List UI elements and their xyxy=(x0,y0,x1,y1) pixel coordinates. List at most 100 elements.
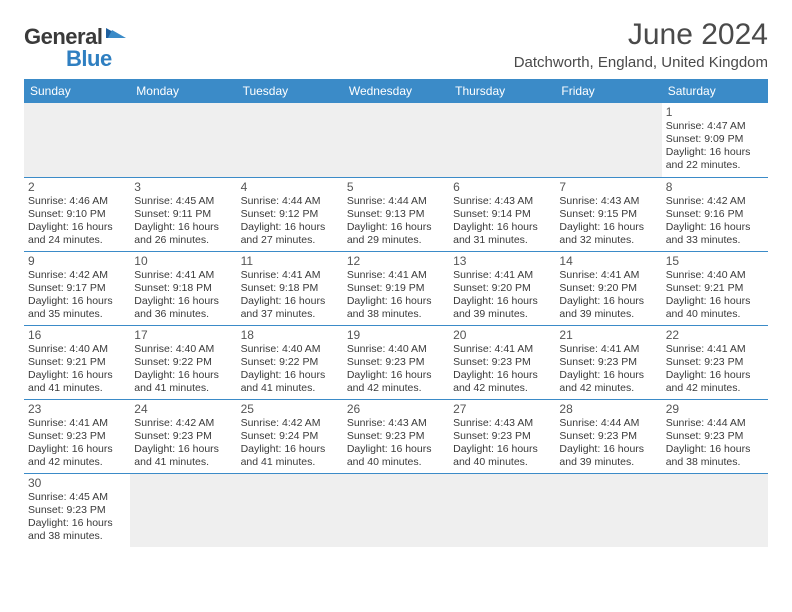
sunset-line: Sunset: 9:18 PM xyxy=(134,282,232,295)
calendar-cell: 13Sunrise: 4:41 AMSunset: 9:20 PMDayligh… xyxy=(449,251,555,325)
day-number: 6 xyxy=(453,180,551,194)
sunrise-line: Sunrise: 4:42 AM xyxy=(134,417,232,430)
sunrise-line: Sunrise: 4:41 AM xyxy=(453,343,551,356)
daylight-line: Daylight: 16 hours and 39 minutes. xyxy=(559,443,657,469)
calendar-week-row: 16Sunrise: 4:40 AMSunset: 9:21 PMDayligh… xyxy=(24,325,768,399)
calendar-cell: 25Sunrise: 4:42 AMSunset: 9:24 PMDayligh… xyxy=(237,399,343,473)
sunset-line: Sunset: 9:19 PM xyxy=(347,282,445,295)
day-info: Sunrise: 4:42 AMSunset: 9:16 PMDaylight:… xyxy=(666,195,764,248)
day-number: 20 xyxy=(453,328,551,342)
calendar-cell xyxy=(237,103,343,177)
day-info: Sunrise: 4:41 AMSunset: 9:23 PMDaylight:… xyxy=(559,343,657,396)
sunrise-line: Sunrise: 4:42 AM xyxy=(666,195,764,208)
sunrise-line: Sunrise: 4:40 AM xyxy=(134,343,232,356)
daylight-line: Daylight: 16 hours and 40 minutes. xyxy=(666,295,764,321)
daylight-line: Daylight: 16 hours and 41 minutes. xyxy=(134,369,232,395)
daylight-line: Daylight: 16 hours and 42 minutes. xyxy=(453,369,551,395)
sunset-line: Sunset: 9:23 PM xyxy=(666,356,764,369)
calendar-week-row: 23Sunrise: 4:41 AMSunset: 9:23 PMDayligh… xyxy=(24,399,768,473)
sunset-line: Sunset: 9:23 PM xyxy=(559,356,657,369)
day-number: 22 xyxy=(666,328,764,342)
day-info: Sunrise: 4:44 AMSunset: 9:23 PMDaylight:… xyxy=(559,417,657,470)
sunrise-line: Sunrise: 4:41 AM xyxy=(134,269,232,282)
day-info: Sunrise: 4:41 AMSunset: 9:18 PMDaylight:… xyxy=(241,269,339,322)
weekday-header-row: Sunday Monday Tuesday Wednesday Thursday… xyxy=(24,79,768,103)
day-info: Sunrise: 4:43 AMSunset: 9:23 PMDaylight:… xyxy=(453,417,551,470)
daylight-line: Daylight: 16 hours and 22 minutes. xyxy=(666,146,764,172)
daylight-line: Daylight: 16 hours and 31 minutes. xyxy=(453,221,551,247)
sunrise-line: Sunrise: 4:43 AM xyxy=(453,417,551,430)
sunset-line: Sunset: 9:17 PM xyxy=(28,282,126,295)
daylight-line: Daylight: 16 hours and 35 minutes. xyxy=(28,295,126,321)
daylight-line: Daylight: 16 hours and 41 minutes. xyxy=(134,443,232,469)
day-info: Sunrise: 4:47 AMSunset: 9:09 PMDaylight:… xyxy=(666,120,764,173)
calendar-cell: 5Sunrise: 4:44 AMSunset: 9:13 PMDaylight… xyxy=(343,177,449,251)
calendar-cell xyxy=(343,473,449,547)
sunrise-line: Sunrise: 4:47 AM xyxy=(666,120,764,133)
calendar-cell xyxy=(343,103,449,177)
sunset-line: Sunset: 9:20 PM xyxy=(559,282,657,295)
sunrise-line: Sunrise: 4:41 AM xyxy=(453,269,551,282)
calendar-week-row: 1Sunrise: 4:47 AMSunset: 9:09 PMDaylight… xyxy=(24,103,768,177)
sunset-line: Sunset: 9:18 PM xyxy=(241,282,339,295)
calendar-cell: 24Sunrise: 4:42 AMSunset: 9:23 PMDayligh… xyxy=(130,399,236,473)
day-number: 3 xyxy=(134,180,232,194)
day-number: 10 xyxy=(134,254,232,268)
day-number: 1 xyxy=(666,105,764,119)
calendar-cell: 30Sunrise: 4:45 AMSunset: 9:23 PMDayligh… xyxy=(24,473,130,547)
calendar-cell: 14Sunrise: 4:41 AMSunset: 9:20 PMDayligh… xyxy=(555,251,661,325)
day-info: Sunrise: 4:46 AMSunset: 9:10 PMDaylight:… xyxy=(28,195,126,248)
sunrise-line: Sunrise: 4:40 AM xyxy=(666,269,764,282)
daylight-line: Daylight: 16 hours and 42 minutes. xyxy=(347,369,445,395)
sunrise-line: Sunrise: 4:43 AM xyxy=(347,417,445,430)
sunrise-line: Sunrise: 4:45 AM xyxy=(28,491,126,504)
day-number: 21 xyxy=(559,328,657,342)
day-number: 24 xyxy=(134,402,232,416)
sunset-line: Sunset: 9:22 PM xyxy=(134,356,232,369)
calendar-cell: 21Sunrise: 4:41 AMSunset: 9:23 PMDayligh… xyxy=(555,325,661,399)
sunset-line: Sunset: 9:11 PM xyxy=(134,208,232,221)
day-info: Sunrise: 4:45 AMSunset: 9:11 PMDaylight:… xyxy=(134,195,232,248)
day-info: Sunrise: 4:40 AMSunset: 9:22 PMDaylight:… xyxy=(241,343,339,396)
daylight-line: Daylight: 16 hours and 39 minutes. xyxy=(453,295,551,321)
sunrise-line: Sunrise: 4:44 AM xyxy=(559,417,657,430)
calendar-week-row: 2Sunrise: 4:46 AMSunset: 9:10 PMDaylight… xyxy=(24,177,768,251)
day-info: Sunrise: 4:44 AMSunset: 9:12 PMDaylight:… xyxy=(241,195,339,248)
day-number: 27 xyxy=(453,402,551,416)
day-number: 23 xyxy=(28,402,126,416)
calendar-cell: 11Sunrise: 4:41 AMSunset: 9:18 PMDayligh… xyxy=(237,251,343,325)
sunrise-line: Sunrise: 4:40 AM xyxy=(241,343,339,356)
calendar-cell: 19Sunrise: 4:40 AMSunset: 9:23 PMDayligh… xyxy=(343,325,449,399)
sunset-line: Sunset: 9:14 PM xyxy=(453,208,551,221)
daylight-line: Daylight: 16 hours and 39 minutes. xyxy=(559,295,657,321)
daylight-line: Daylight: 16 hours and 26 minutes. xyxy=(134,221,232,247)
calendar-cell xyxy=(237,473,343,547)
sunset-line: Sunset: 9:09 PM xyxy=(666,133,764,146)
sunrise-line: Sunrise: 4:46 AM xyxy=(28,195,126,208)
day-info: Sunrise: 4:44 AMSunset: 9:13 PMDaylight:… xyxy=(347,195,445,248)
sunrise-line: Sunrise: 4:43 AM xyxy=(559,195,657,208)
calendar-cell: 2Sunrise: 4:46 AMSunset: 9:10 PMDaylight… xyxy=(24,177,130,251)
day-info: Sunrise: 4:42 AMSunset: 9:24 PMDaylight:… xyxy=(241,417,339,470)
calendar-cell: 17Sunrise: 4:40 AMSunset: 9:22 PMDayligh… xyxy=(130,325,236,399)
weekday-header: Monday xyxy=(130,79,236,103)
daylight-line: Daylight: 16 hours and 36 minutes. xyxy=(134,295,232,321)
day-number: 12 xyxy=(347,254,445,268)
calendar-cell: 18Sunrise: 4:40 AMSunset: 9:22 PMDayligh… xyxy=(237,325,343,399)
calendar-cell: 16Sunrise: 4:40 AMSunset: 9:21 PMDayligh… xyxy=(24,325,130,399)
sunrise-line: Sunrise: 4:41 AM xyxy=(241,269,339,282)
title-block: June 2024 Datchworth, England, United Ki… xyxy=(514,18,768,71)
daylight-line: Daylight: 16 hours and 29 minutes. xyxy=(347,221,445,247)
daylight-line: Daylight: 16 hours and 37 minutes. xyxy=(241,295,339,321)
daylight-line: Daylight: 16 hours and 40 minutes. xyxy=(347,443,445,469)
day-number: 17 xyxy=(134,328,232,342)
day-number: 2 xyxy=(28,180,126,194)
calendar-cell xyxy=(555,473,661,547)
day-info: Sunrise: 4:45 AMSunset: 9:23 PMDaylight:… xyxy=(28,491,126,544)
day-info: Sunrise: 4:44 AMSunset: 9:23 PMDaylight:… xyxy=(666,417,764,470)
weekday-header: Sunday xyxy=(24,79,130,103)
daylight-line: Daylight: 16 hours and 33 minutes. xyxy=(666,221,764,247)
daylight-line: Daylight: 16 hours and 27 minutes. xyxy=(241,221,339,247)
sunset-line: Sunset: 9:23 PM xyxy=(28,430,126,443)
sunrise-line: Sunrise: 4:41 AM xyxy=(347,269,445,282)
